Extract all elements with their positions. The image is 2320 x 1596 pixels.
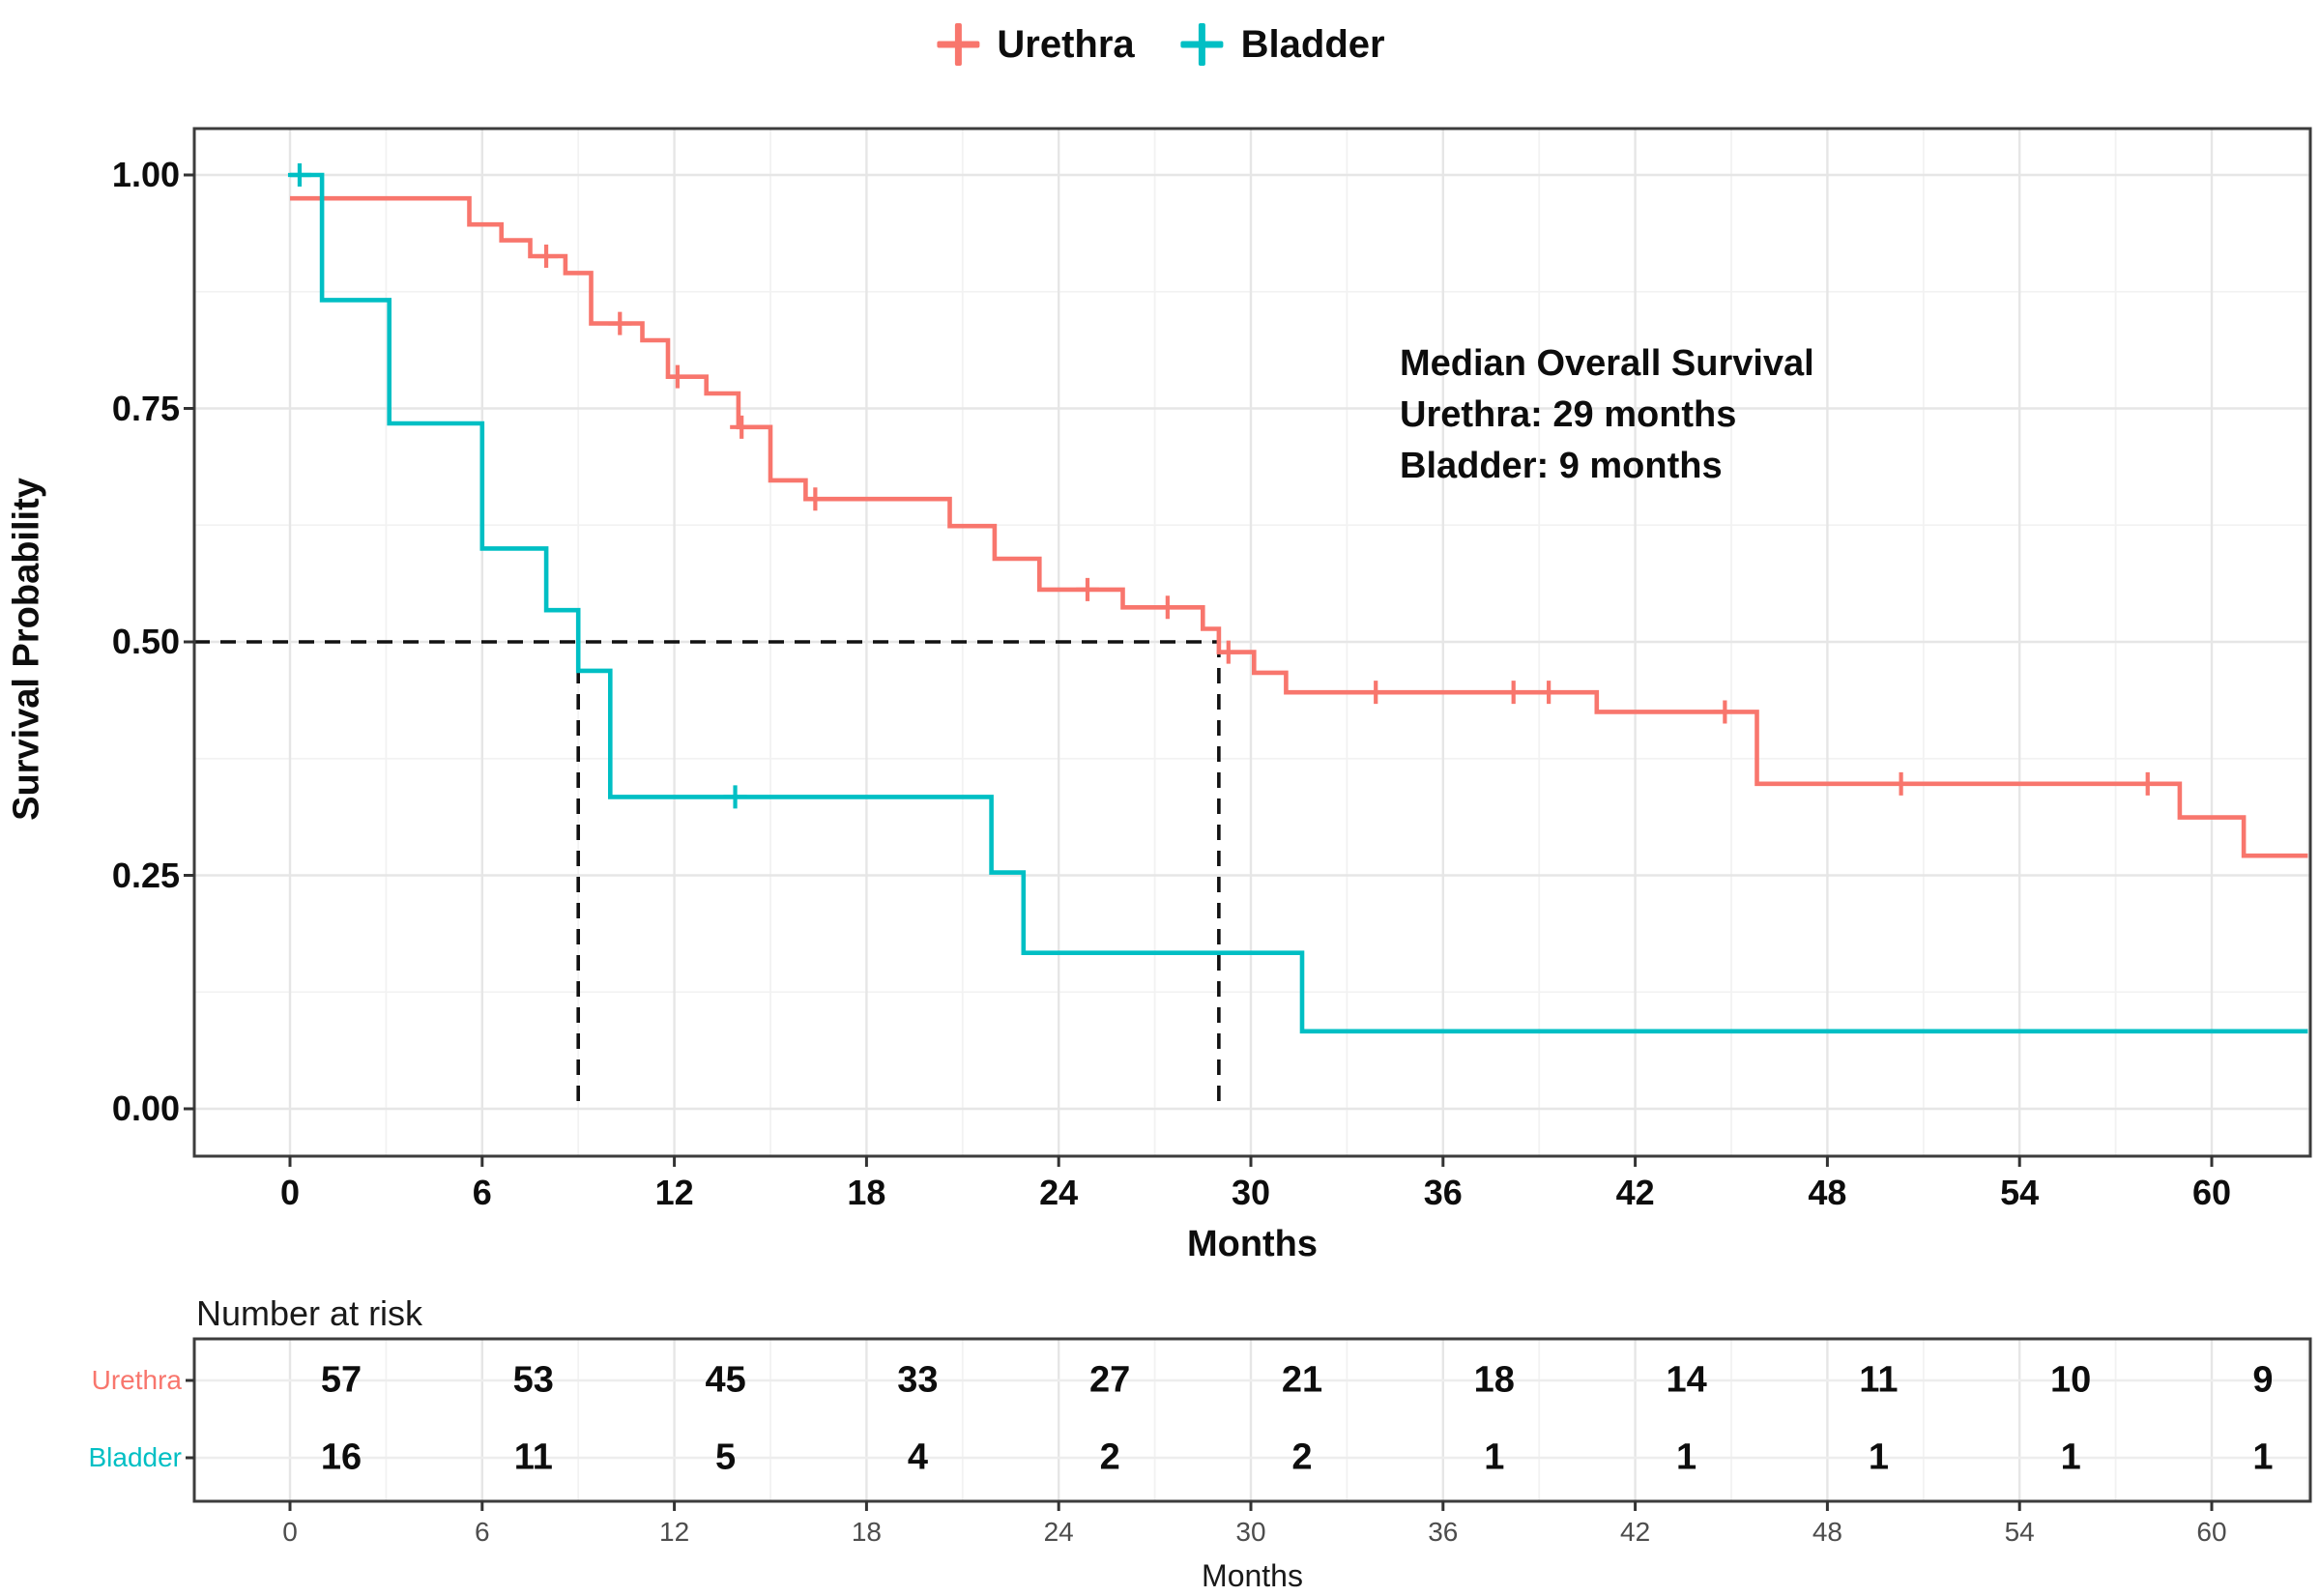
risk-table-title: Number at risk	[196, 1293, 423, 1333]
risk-count-value: 9	[2252, 1359, 2274, 1401]
x-axis-tick-label: 54	[2000, 1173, 2040, 1212]
risk-axis-tick-label: 12	[659, 1517, 690, 1547]
risk-count-value: 16	[320, 1436, 362, 1478]
x-axis-tick-label: 18	[847, 1173, 886, 1212]
risk-count-value: 1	[2060, 1436, 2081, 1478]
annotation-line-urethra: Urethra: 29 months	[1400, 394, 1737, 435]
legend-label: Bladder	[1240, 22, 1385, 66]
risk-count-value: 21	[1281, 1359, 1323, 1401]
risk-count-value: 1	[2252, 1436, 2274, 1478]
risk-count-value: 11	[1859, 1359, 1899, 1401]
x-axis-tick-label: 12	[654, 1173, 694, 1212]
risk-count-value: 2	[1099, 1436, 1120, 1478]
risk-axis-tick-label: 24	[1043, 1517, 1074, 1547]
risk-axis-tick-label: 54	[2004, 1517, 2035, 1547]
risk-count-value: 45	[705, 1359, 746, 1401]
risk-axis-tick-label: 18	[851, 1517, 882, 1547]
risk-row-label-bladder: Bladder	[88, 1442, 182, 1472]
risk-axis-tick-label: 36	[1428, 1517, 1459, 1547]
median-survival-annotation: Median Overall Survival Urethra: 29 mont…	[1400, 338, 1814, 492]
annotation-line-title: Median Overall Survival	[1400, 343, 1814, 384]
risk-count-value: 27	[1089, 1359, 1131, 1401]
legend-item-bladder: Bladder	[1179, 21, 1385, 68]
risk-count-value: 1	[1868, 1436, 1889, 1478]
risk-axis-tick-label: 60	[2196, 1517, 2227, 1547]
legend-item-urethra: Urethra	[935, 21, 1134, 68]
risk-axis-tick-label: 30	[1235, 1517, 1266, 1547]
risk-axis-tick-label: 6	[475, 1517, 490, 1547]
x-axis-tick-label: 0	[279, 1173, 301, 1212]
y-axis-tick-label: 1.00	[111, 155, 180, 194]
risk-count-value: 14	[1666, 1359, 1707, 1401]
x-axis-tick-label: 6	[472, 1173, 492, 1212]
risk-count-value: 10	[2050, 1359, 2092, 1401]
risk-table-x-axis-title: Months	[1202, 1558, 1303, 1593]
risk-count-value: 33	[897, 1359, 939, 1401]
risk-axis-tick-label: 48	[1812, 1517, 1842, 1547]
risk-count-value: 5	[715, 1436, 737, 1478]
x-axis-title: Months	[1186, 1224, 1319, 1264]
x-axis-tick-label: 36	[1423, 1173, 1463, 1212]
annotation-line-bladder: Bladder: 9 months	[1400, 446, 1723, 486]
risk-count-value: 18	[1473, 1359, 1515, 1401]
risk-count-value: 2	[1291, 1436, 1313, 1478]
risk-count-value: 57	[320, 1359, 362, 1401]
legend-label: Urethra	[997, 22, 1135, 66]
risk-row-label-urethra: Urethra	[91, 1365, 182, 1395]
y-axis-title: Survival Probability	[6, 478, 47, 821]
risk-axis-tick-label: 0	[282, 1517, 298, 1547]
risk-axis-tick-label: 42	[1620, 1517, 1651, 1547]
risk-count-value: 11	[513, 1436, 553, 1478]
risk-count-value: 1	[1676, 1436, 1697, 1478]
x-axis-tick-label: 48	[1808, 1173, 1847, 1212]
risk-count-value: 1	[1484, 1436, 1505, 1478]
x-axis-tick-label: 60	[2191, 1173, 2232, 1212]
y-axis-tick-label: 0.00	[111, 1088, 180, 1128]
x-axis-tick-label: 42	[1615, 1173, 1655, 1212]
risk-count-value: 4	[907, 1436, 928, 1478]
risk-count-value: 53	[512, 1359, 554, 1401]
legend: Urethra Bladder	[935, 21, 1384, 68]
x-axis-tick-label: 24	[1039, 1173, 1079, 1212]
y-axis-tick-label: 0.75	[111, 388, 180, 428]
y-axis-tick-label: 0.50	[111, 622, 180, 661]
x-axis-tick-label: 30	[1231, 1173, 1271, 1212]
y-axis-tick-label: 0.25	[111, 855, 180, 895]
